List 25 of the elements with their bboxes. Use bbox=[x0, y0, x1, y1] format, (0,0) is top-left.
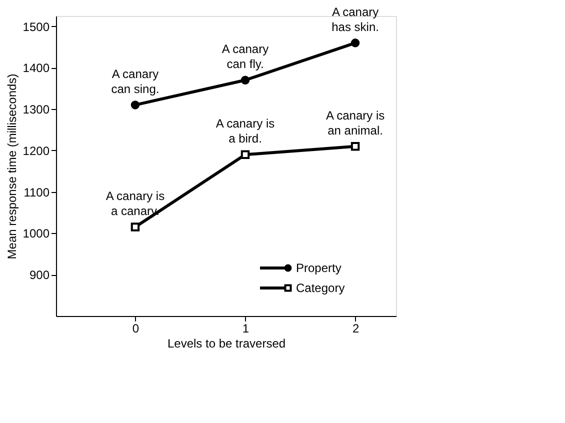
annotation: A canary can sing. bbox=[111, 66, 160, 96]
point bbox=[350, 142, 360, 151]
y-tick-label: 1300 bbox=[22, 102, 50, 117]
legend-label: Property bbox=[296, 261, 342, 275]
point bbox=[240, 76, 250, 84]
legend-label: Category bbox=[296, 281, 345, 295]
annotation: A canary can fly. bbox=[222, 42, 269, 72]
point bbox=[350, 38, 360, 48]
x-axis-title: Levels to be traversed bbox=[167, 336, 286, 350]
y-tick-label: 900 bbox=[29, 268, 50, 282]
point bbox=[130, 100, 140, 110]
y-tick-label: 1000 bbox=[22, 226, 50, 241]
annotation: A canary is an animal. bbox=[326, 108, 385, 138]
annotation: A canary is a bird. bbox=[216, 116, 275, 146]
y-tick-label: 1200 bbox=[22, 144, 50, 158]
point bbox=[130, 222, 140, 232]
annotation: A canary has skin. bbox=[332, 4, 379, 34]
y-tick-label: 1500 bbox=[22, 20, 50, 34]
y-tick-label: 1400 bbox=[22, 61, 50, 76]
y-axis-title: Mean response time (milliseconds) bbox=[4, 74, 19, 260]
x-tick-label: 2 bbox=[352, 322, 360, 336]
point bbox=[240, 150, 250, 159]
y-tick-label: 1100 bbox=[24, 185, 50, 200]
x-tick-label: 1 bbox=[242, 322, 250, 336]
x-tick-label: 0 bbox=[132, 322, 140, 336]
